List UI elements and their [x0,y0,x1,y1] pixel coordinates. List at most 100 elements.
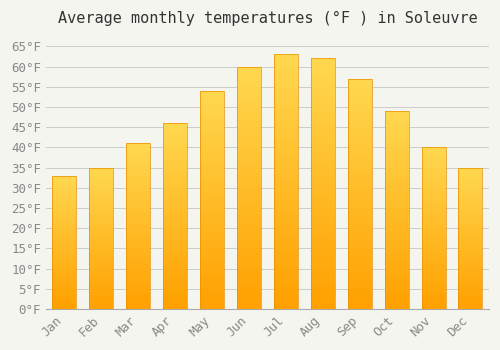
Bar [237,280,261,282]
Bar [458,268,482,270]
Bar [163,279,187,281]
Bar [348,86,372,88]
Bar [52,270,76,272]
Bar [52,185,76,186]
Bar [458,233,482,234]
Bar [126,199,150,201]
Bar [126,218,150,219]
Bar [348,127,372,130]
Bar [311,279,335,281]
Bar [311,81,335,84]
Bar [200,180,224,182]
Bar [311,113,335,116]
Bar [384,253,408,256]
Bar [52,189,76,190]
Bar [458,213,482,214]
Bar [274,55,298,57]
Bar [422,217,446,218]
Bar [90,177,114,179]
Bar [126,205,150,206]
Bar [274,243,298,245]
Bar [52,257,76,258]
Bar [458,306,482,308]
Bar [90,305,114,306]
Bar [126,258,150,259]
Bar [422,147,446,309]
Bar [422,307,446,309]
Bar [458,276,482,278]
Bar [348,242,372,244]
Bar [458,254,482,255]
Bar [348,108,372,111]
Bar [311,101,335,104]
Bar [458,220,482,221]
Bar [422,249,446,251]
Bar [274,258,298,260]
Bar [274,228,298,230]
Bar [274,182,298,184]
Bar [348,238,372,240]
Bar [274,90,298,93]
Bar [422,236,446,238]
Bar [348,208,372,210]
Bar [237,84,261,86]
Bar [52,250,76,252]
Bar [311,136,335,139]
Bar [90,224,114,225]
Bar [52,282,76,284]
Bar [237,251,261,253]
Bar [237,81,261,84]
Bar [52,209,76,210]
Bar [90,308,114,309]
Bar [237,74,261,76]
Bar [237,263,261,265]
Bar [348,187,372,189]
Bar [90,245,114,247]
Bar [90,241,114,243]
Bar [384,202,408,204]
Bar [422,294,446,296]
Bar [237,200,261,202]
Bar [237,152,261,154]
Bar [237,161,261,163]
Bar [163,153,187,155]
Bar [348,277,372,279]
Bar [52,275,76,277]
Bar [90,223,114,224]
Bar [311,239,335,241]
Bar [458,218,482,220]
Bar [90,292,114,293]
Bar [311,236,335,239]
Bar [126,278,150,279]
Bar [52,268,76,269]
Bar [90,209,114,210]
Bar [237,302,261,304]
Bar [52,176,76,177]
Bar [311,219,335,221]
Bar [163,305,187,307]
Bar [458,240,482,241]
Bar [126,221,150,223]
Bar [384,206,408,208]
Bar [384,159,408,160]
Bar [384,208,408,210]
Bar [274,235,298,238]
Bar [90,240,114,241]
Bar [384,156,408,159]
Bar [126,256,150,258]
Bar [163,251,187,253]
Bar [90,213,114,214]
Bar [422,207,446,209]
Bar [384,273,408,275]
Bar [458,224,482,225]
Bar [163,242,187,244]
Bar [237,202,261,205]
Bar [274,187,298,189]
Bar [458,302,482,303]
Bar [384,117,408,119]
Bar [200,128,224,130]
Bar [348,290,372,293]
Bar [126,145,150,147]
Bar [348,136,372,139]
Bar [458,183,482,184]
